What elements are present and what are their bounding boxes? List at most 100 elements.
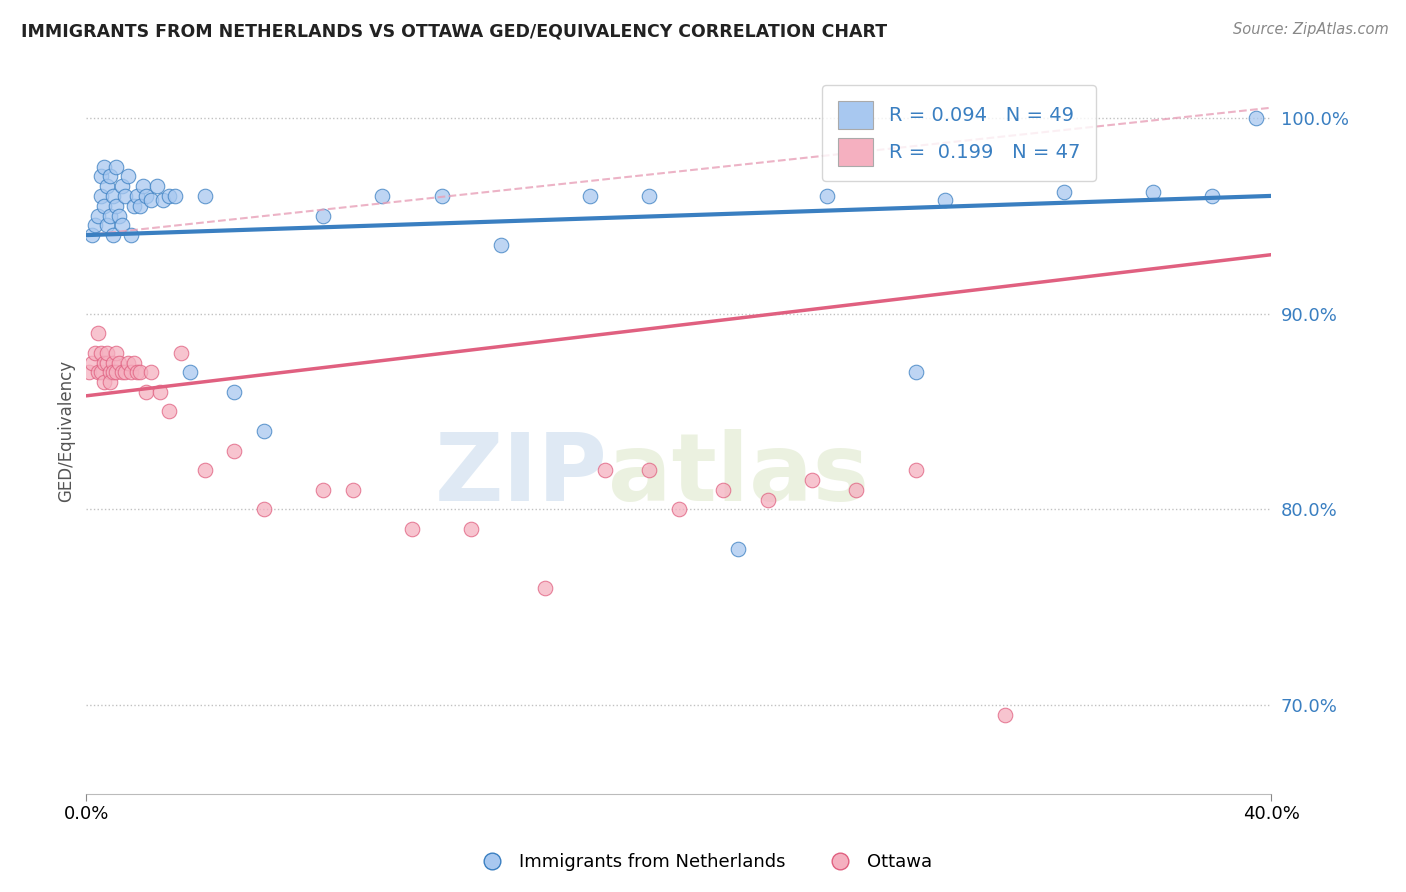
Point: [131, 179, 153, 194]
Text: Source: ZipAtlas.com: Source: ZipAtlas.com: [1233, 22, 1389, 37]
Point: [108, 355, 131, 369]
Point: [253, 424, 276, 438]
Point: [96, 355, 118, 369]
Point: [101, 355, 124, 369]
Point: [117, 169, 139, 184]
Point: [170, 345, 193, 359]
Point: [430, 189, 453, 203]
Point: [96, 179, 118, 194]
Point: [125, 189, 148, 203]
Point: [815, 189, 838, 203]
Point: [117, 355, 139, 369]
Point: [1246, 111, 1268, 125]
Text: atlas: atlas: [607, 429, 869, 521]
Point: [312, 209, 335, 223]
Point: [98, 375, 121, 389]
Point: [111, 365, 134, 379]
Legend: Immigrants from Netherlands, Ottawa: Immigrants from Netherlands, Ottawa: [467, 847, 939, 879]
Point: [98, 365, 121, 379]
Point: [93, 375, 115, 389]
Point: [84, 219, 107, 233]
Point: [98, 169, 121, 184]
Point: [157, 189, 180, 203]
Point: [114, 365, 136, 379]
Point: [194, 463, 217, 477]
Point: [845, 483, 868, 497]
Point: [904, 463, 927, 477]
Point: [87, 365, 110, 379]
Point: [93, 199, 115, 213]
Point: [638, 463, 661, 477]
Point: [165, 189, 187, 203]
Point: [371, 189, 394, 203]
Point: [114, 189, 136, 203]
Point: [77, 365, 100, 379]
Y-axis label: GED/Equivalency: GED/Equivalency: [58, 360, 75, 502]
Point: [128, 365, 150, 379]
Point: [179, 365, 201, 379]
Point: [101, 228, 124, 243]
Legend: R = 0.094   N = 49, R =  0.199   N = 47: R = 0.094 N = 49, R = 0.199 N = 47: [823, 86, 1095, 181]
Point: [82, 228, 104, 243]
Point: [96, 219, 118, 233]
Point: [93, 355, 115, 369]
Point: [90, 365, 112, 379]
Point: [727, 541, 749, 556]
Point: [904, 365, 927, 379]
Point: [82, 355, 104, 369]
Point: [1201, 189, 1223, 203]
Point: [104, 199, 127, 213]
Point: [125, 365, 148, 379]
Text: ZIP: ZIP: [434, 429, 607, 521]
Point: [934, 193, 956, 207]
Point: [460, 522, 482, 536]
Point: [104, 365, 127, 379]
Point: [87, 209, 110, 223]
Text: IMMIGRANTS FROM NETHERLANDS VS OTTAWA GED/EQUIVALENCY CORRELATION CHART: IMMIGRANTS FROM NETHERLANDS VS OTTAWA GE…: [21, 22, 887, 40]
Point: [1142, 185, 1164, 199]
Point: [141, 365, 163, 379]
Point: [253, 502, 276, 516]
Point: [579, 189, 602, 203]
Point: [128, 199, 150, 213]
Point: [194, 189, 217, 203]
Point: [1053, 185, 1076, 199]
Point: [104, 160, 127, 174]
Point: [120, 228, 142, 243]
Point: [756, 492, 779, 507]
Point: [993, 708, 1015, 723]
Point: [108, 209, 131, 223]
Point: [638, 189, 661, 203]
Point: [401, 522, 423, 536]
Point: [534, 581, 557, 595]
Point: [801, 473, 824, 487]
Point: [93, 160, 115, 174]
Point: [90, 345, 112, 359]
Point: [224, 443, 246, 458]
Point: [224, 384, 246, 399]
Point: [104, 345, 127, 359]
Point: [120, 365, 142, 379]
Point: [101, 365, 124, 379]
Point: [101, 189, 124, 203]
Point: [141, 193, 163, 207]
Point: [146, 179, 169, 194]
Point: [342, 483, 364, 497]
Point: [90, 169, 112, 184]
Point: [96, 345, 118, 359]
Point: [84, 345, 107, 359]
Point: [152, 193, 174, 207]
Point: [157, 404, 180, 418]
Point: [135, 189, 157, 203]
Point: [149, 384, 172, 399]
Point: [111, 219, 134, 233]
Point: [593, 463, 616, 477]
Point: [711, 483, 734, 497]
Point: [90, 189, 112, 203]
Point: [111, 179, 134, 194]
Point: [489, 238, 512, 252]
Point: [312, 483, 335, 497]
Point: [135, 384, 157, 399]
Point: [87, 326, 110, 340]
Point: [122, 199, 145, 213]
